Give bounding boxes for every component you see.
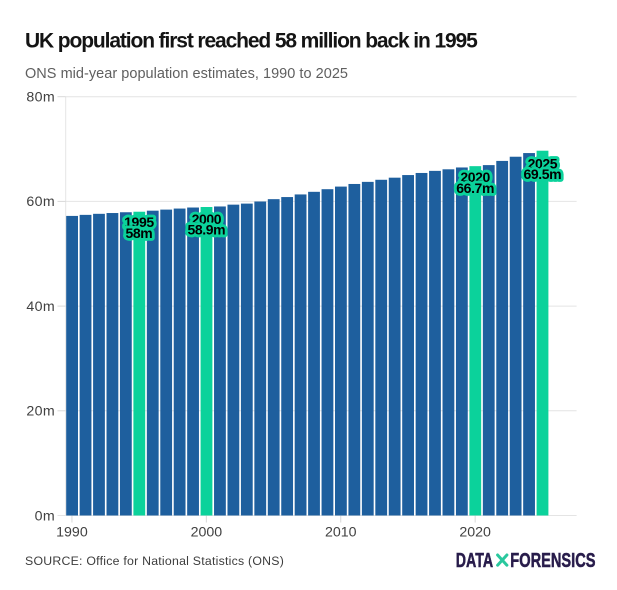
svg-text:ONS mid-year population estima: ONS mid-year population estimates, 1990 … [25, 66, 348, 82]
svg-text:2020: 2020 [459, 524, 491, 540]
svg-text:DATA: DATA [456, 548, 494, 571]
svg-text:2000: 2000 [191, 524, 223, 540]
svg-text:2000: 2000 [192, 211, 222, 227]
svg-text:SOURCE: Office for National St: SOURCE: Office for National Statistics (… [25, 554, 284, 568]
svg-text:1990: 1990 [56, 524, 88, 540]
svg-text:60m: 60m [26, 194, 55, 210]
svg-text:FORENSICS: FORENSICS [510, 549, 595, 572]
svg-text:UK population first reached 58: UK population first reached 58 million b… [25, 30, 478, 53]
svg-text:80m: 80m [26, 90, 55, 106]
svg-text:2025: 2025 [528, 155, 558, 171]
svg-text:2020: 2020 [460, 169, 490, 185]
svg-text:69.5m: 69.5m [523, 166, 561, 182]
svg-text:0m: 0m [35, 508, 55, 524]
svg-text:1995: 1995 [124, 214, 154, 230]
svg-text:66.7m: 66.7m [456, 180, 494, 196]
svg-text:40m: 40m [26, 299, 55, 315]
svg-text:2010: 2010 [325, 524, 357, 540]
svg-text:58m: 58m [126, 225, 153, 241]
svg-text:20m: 20m [26, 404, 55, 420]
svg-text:58.9m: 58.9m [187, 222, 225, 238]
